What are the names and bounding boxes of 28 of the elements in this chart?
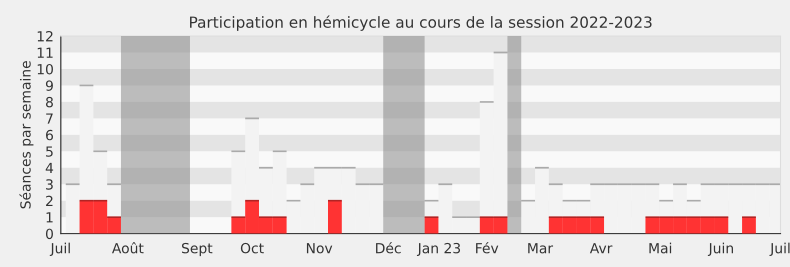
chart-title: Participation en hémicycle au cours de la session 2022-2023 — [190, 15, 652, 31]
x-tick-label: Oct — [240, 242, 264, 254]
x-tick-label: Août — [112, 242, 144, 254]
x-tick-label: Nov — [306, 243, 332, 254]
y-tick-label: 4 — [46, 162, 54, 174]
x-tick-label: Déc — [376, 242, 401, 254]
y-tick-label: 11 — [38, 48, 53, 58]
x-tick-label: Mar — [528, 243, 554, 254]
x-tick-label: Avr — [590, 243, 612, 254]
y-tick-label: 6 — [46, 130, 54, 140]
y-tick-label: 1 — [46, 212, 53, 222]
y-tick-label: 12 — [38, 31, 52, 42]
y-tick-label: 0 — [46, 228, 53, 240]
y-tick-label: 3 — [46, 179, 53, 190]
y-tick-label: 5 — [46, 146, 53, 157]
y-tick-label: 8 — [46, 96, 53, 108]
x-tick-label: Mai — [649, 242, 672, 254]
y-tick-label: 10 — [38, 64, 53, 74]
x-tick-label: Jan 23 — [416, 242, 460, 256]
x-tick-label: Fév — [476, 242, 498, 254]
x-tick-label: Juil — [769, 242, 790, 256]
y-axis-title: Séances par semaine — [19, 61, 34, 208]
y-tick-label: 2 — [46, 196, 52, 206]
y-tick-label: 9 — [46, 80, 53, 91]
x-tick-label: Juil — [50, 242, 70, 256]
y-tick-label: 7 — [46, 114, 53, 124]
x-tick-label: Sept — [182, 242, 212, 256]
x-tick-label: Juin — [708, 242, 733, 256]
